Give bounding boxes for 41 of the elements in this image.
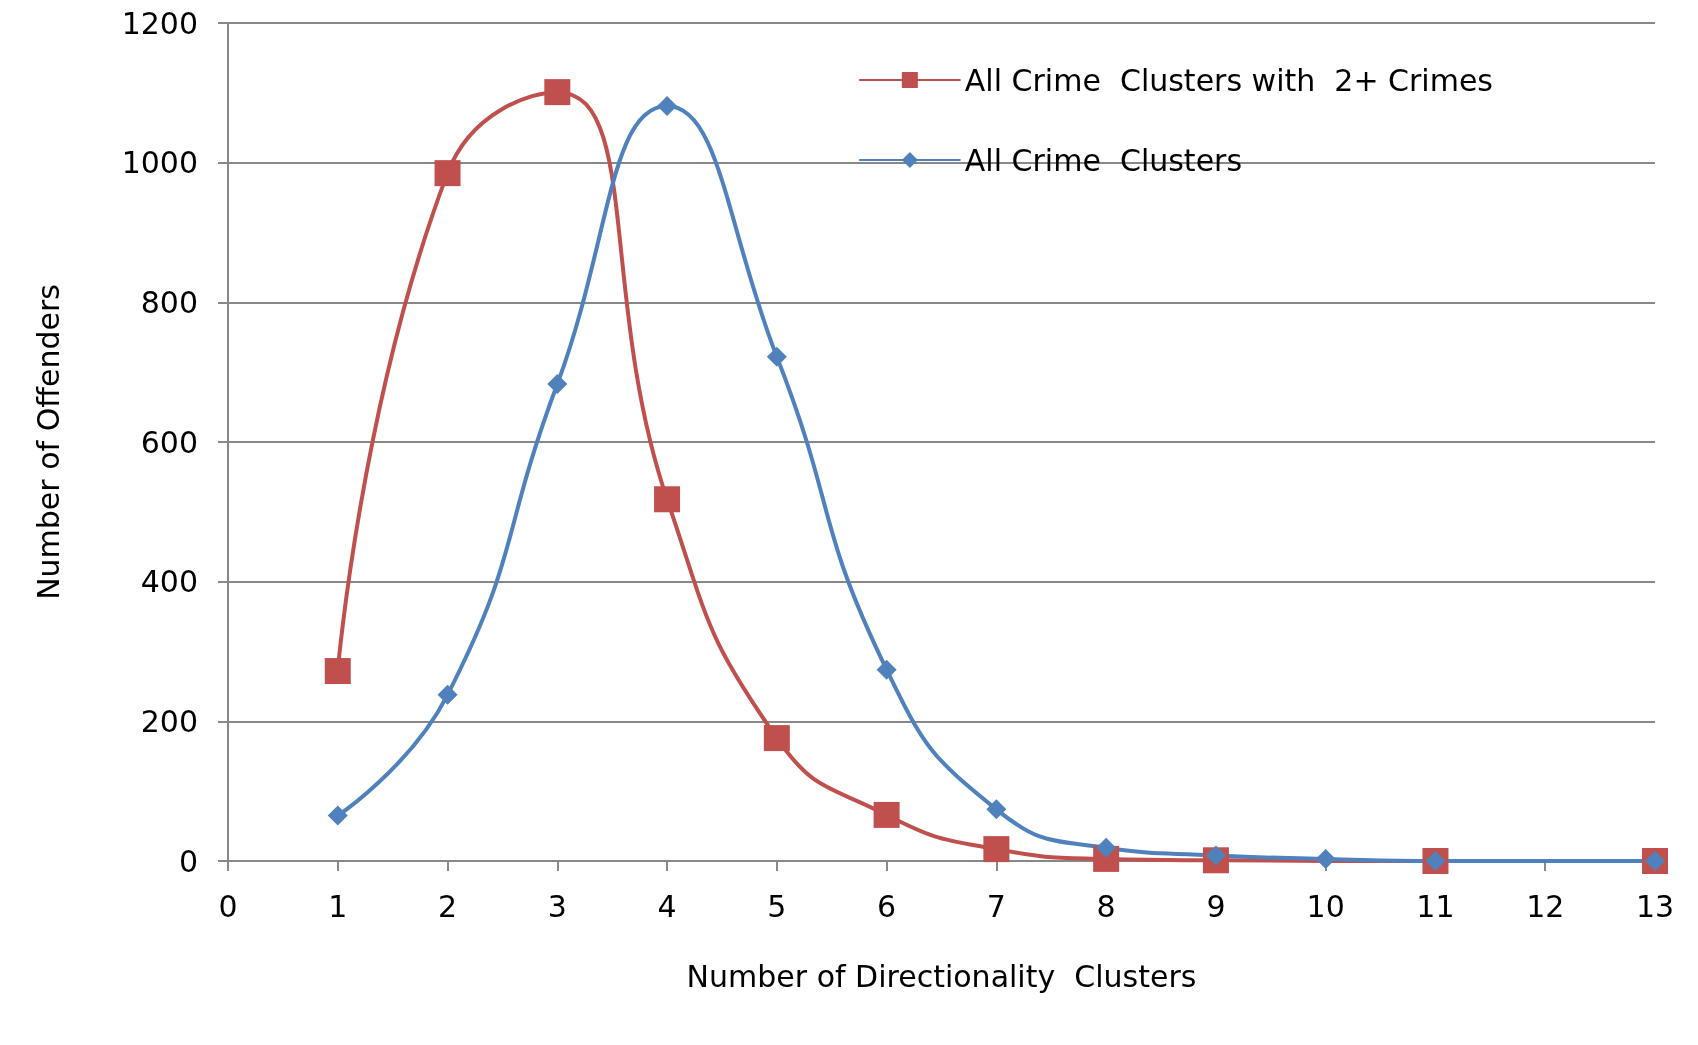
point <box>763 725 790 752</box>
point <box>324 658 351 685</box>
point <box>1096 837 1117 858</box>
point <box>547 374 568 395</box>
point <box>873 801 900 828</box>
x-tick-label: 11 <box>1416 888 1455 924</box>
x-tick-label: 5 <box>767 888 787 924</box>
y-tick-label: 1000 <box>121 145 198 181</box>
legend-label: All Crime Clusters <box>964 142 1243 178</box>
point <box>1315 848 1336 869</box>
x-tick-label: 2 <box>437 888 458 924</box>
y-tick-label: 0 <box>178 843 198 879</box>
y-tick-label: 400 <box>140 564 198 600</box>
x-tick-label: 6 <box>877 888 897 924</box>
y-tick-label: 600 <box>140 424 198 460</box>
point <box>544 79 571 106</box>
point <box>983 836 1010 863</box>
point <box>986 799 1007 820</box>
point <box>766 346 787 367</box>
point <box>434 160 461 187</box>
x-axis-title: Number of Directionality Clusters <box>686 958 1197 994</box>
x-tick-label: 0 <box>218 888 238 924</box>
x-tick-label: 1 <box>328 888 348 924</box>
x-tick-label: 3 <box>547 888 567 924</box>
y-tick-label: 1200 <box>121 5 198 41</box>
x-tick-label: 7 <box>986 888 1006 924</box>
point <box>327 805 348 826</box>
x-tick-label: 12 <box>1526 888 1565 924</box>
y-axis-title: Number of Offenders <box>30 284 66 600</box>
point <box>437 684 458 705</box>
point <box>654 486 681 513</box>
point <box>876 659 897 680</box>
y-tick-label: 200 <box>140 703 198 739</box>
legend-label: All Crime Clusters with 2+ Crimes <box>964 62 1494 98</box>
x-tick-label: 9 <box>1206 888 1226 924</box>
x-tick-label: 4 <box>657 888 677 924</box>
x-tick-label: 13 <box>1635 888 1675 924</box>
x-tick-label: 8 <box>1096 888 1116 924</box>
x-tick-label: 10 <box>1306 888 1345 924</box>
point <box>657 96 678 117</box>
y-tick-label: 800 <box>140 284 198 320</box>
